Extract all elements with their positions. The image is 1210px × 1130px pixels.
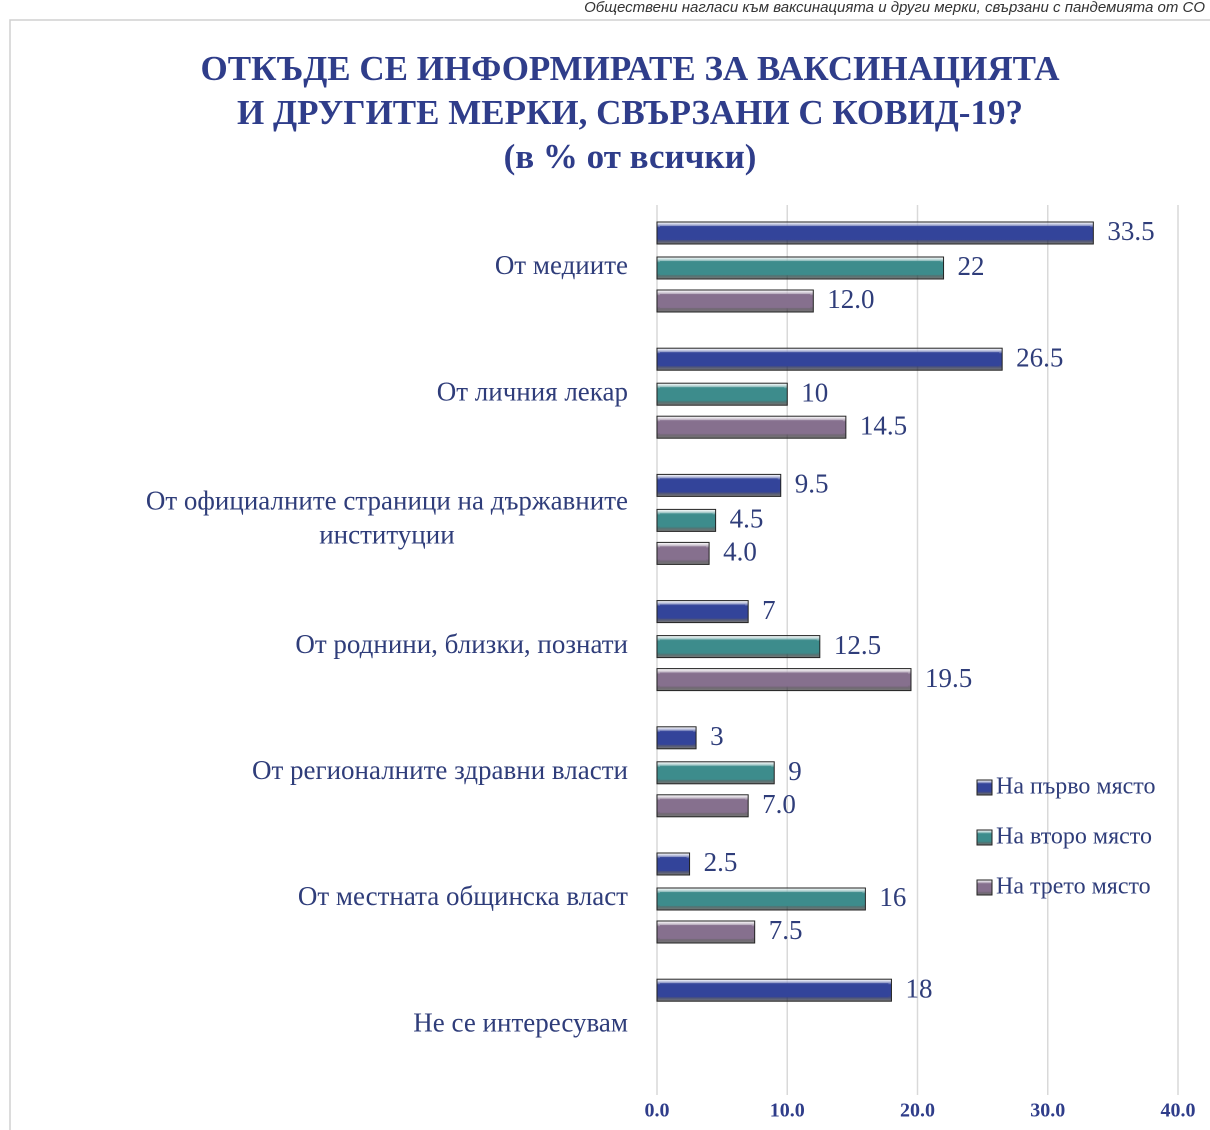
data-label: 2.5 bbox=[704, 847, 738, 877]
chart-border bbox=[9, 19, 1210, 1130]
x-tick-label: 20.0 bbox=[900, 1100, 935, 1122]
bar-face bbox=[660, 857, 687, 871]
data-label: 9.5 bbox=[795, 469, 829, 499]
bar-face bbox=[660, 798, 746, 813]
data-label: 4.5 bbox=[730, 504, 764, 534]
data-label: 10 bbox=[801, 377, 828, 407]
data-label: 7.0 bbox=[762, 789, 796, 819]
bar-face bbox=[660, 672, 908, 687]
data-label: 16 bbox=[879, 882, 906, 912]
data-label: 7 bbox=[762, 595, 776, 625]
data-label: 14.5 bbox=[860, 410, 907, 440]
category-label: От местната общинска власт bbox=[298, 881, 628, 911]
category-label: Не се интересувам bbox=[413, 1007, 628, 1037]
legend-label: На първо място bbox=[996, 774, 1155, 800]
page-header: Обществени нагласи към ваксинацията и др… bbox=[584, 0, 1205, 16]
x-tick-label: 40.0 bbox=[1161, 1100, 1196, 1122]
x-tick-label: 30.0 bbox=[1030, 1100, 1065, 1122]
category-label: От официалните страници на държавните инс… bbox=[146, 486, 628, 550]
x-tick-label: 0.0 bbox=[645, 1100, 670, 1122]
legend-swatch bbox=[976, 779, 993, 796]
bar-face bbox=[660, 478, 778, 493]
bar-face bbox=[660, 639, 817, 654]
data-label: 12.5 bbox=[834, 630, 881, 660]
bar-face bbox=[660, 765, 772, 780]
legend-label: На трето място bbox=[996, 874, 1151, 900]
data-label: 19.5 bbox=[925, 663, 972, 693]
data-label: 18 bbox=[905, 973, 932, 1003]
bar-face bbox=[660, 420, 843, 435]
bar-face bbox=[660, 604, 746, 619]
data-label: 9 bbox=[788, 756, 802, 786]
category-label: От роднини, близки, познати bbox=[295, 629, 628, 659]
bar-face bbox=[660, 925, 752, 939]
bar-face bbox=[660, 294, 811, 308]
data-label: 7.5 bbox=[769, 915, 803, 945]
legend-label: На второ място bbox=[996, 824, 1152, 850]
bar-face bbox=[660, 546, 707, 561]
bar-face bbox=[660, 983, 889, 998]
chart-title: ОТКЪДЕ СЕ ИНФОРМИРАТЕ ЗА ВАКСИНАЦИЯТА bbox=[201, 49, 1061, 88]
bar-face bbox=[660, 352, 1000, 367]
legend-swatch bbox=[976, 829, 993, 846]
data-label: 33.5 bbox=[1107, 216, 1154, 246]
data-label: 26.5 bbox=[1016, 342, 1063, 372]
bar-face bbox=[660, 730, 694, 745]
data-label: 22 bbox=[958, 251, 985, 281]
x-tick-label: 10.0 bbox=[770, 1100, 805, 1122]
bar-face bbox=[660, 387, 785, 402]
bar-face bbox=[660, 513, 713, 528]
legend-swatch bbox=[976, 879, 993, 896]
data-label: 3 bbox=[710, 721, 724, 751]
bar-face bbox=[660, 892, 863, 906]
chart-title: (в % от всички) bbox=[504, 137, 757, 176]
data-label: 4.0 bbox=[723, 537, 757, 567]
category-label: От регионалните здравни власти bbox=[252, 755, 628, 785]
bar-face bbox=[660, 261, 941, 275]
category-label: От медиите bbox=[495, 250, 628, 280]
bar-face bbox=[660, 226, 1091, 240]
data-label: 12.0 bbox=[827, 284, 874, 314]
chart-title: И ДРУГИТЕ МЕРКИ, СВЪРЗАНИ С КОВИД-19? bbox=[237, 93, 1023, 132]
category-label: От личния лекар bbox=[437, 376, 628, 406]
